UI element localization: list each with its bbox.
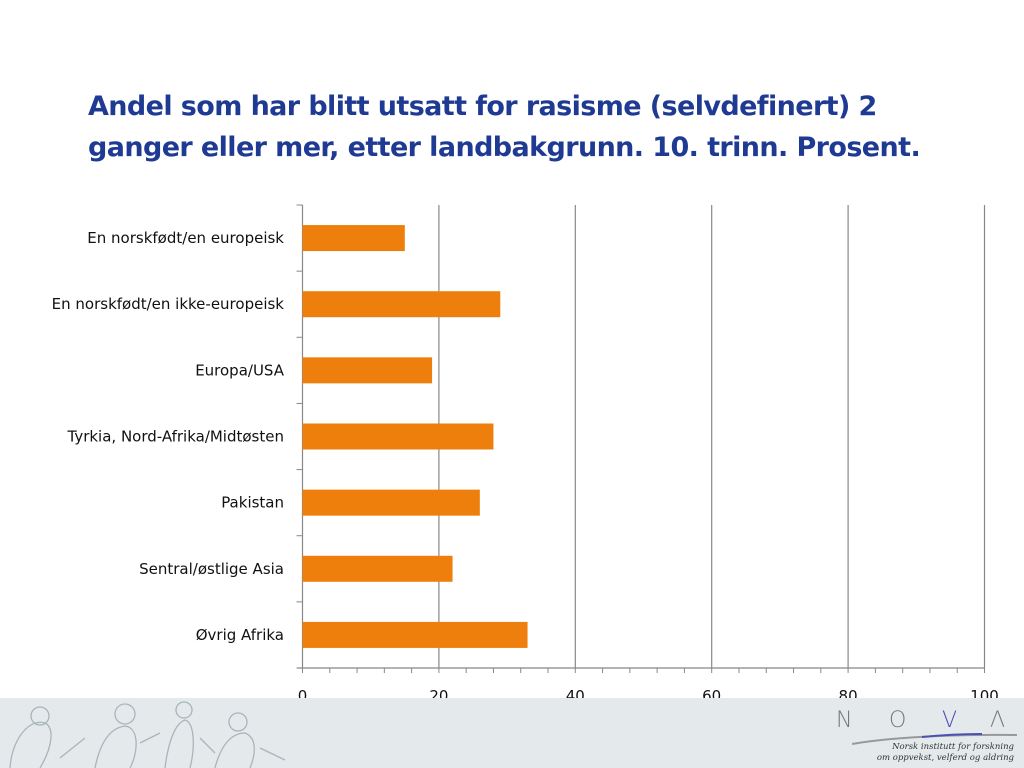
logo-letter: Λ [990,708,1006,733]
logo-letter: O [889,708,907,733]
category-label: En norskfødt/en europeisk [87,229,284,247]
x-tick-label: 0 [298,687,308,700]
x-tick-label: 80 [839,687,858,700]
logo-swoosh [852,733,1018,745]
logo-tagline: om oppvekst, velferd og aldring [876,753,1014,763]
x-tick-label: 100 [970,687,999,700]
x-tick-label: 20 [429,687,448,700]
bar [302,291,501,318]
category-label: En norskfødt/en ikke-europeisk [52,295,285,313]
x-tick-label: 60 [702,687,721,700]
category-label: Europa/USA [195,361,285,379]
chart-title: Andel som har blitt utsatt for rasisme (… [88,91,921,163]
bar [302,357,433,384]
category-label: Øvrig Afrika [196,626,284,644]
bar [302,423,494,450]
logo-letter: N [836,708,853,733]
category-label: Tyrkia, Nord-Afrika/Midtøsten [67,428,285,446]
logo-tagline: Norsk institutt for forskning [892,742,1014,752]
category-label: Sentral/østlige Asia [139,560,284,578]
bar [302,489,480,516]
bar-chart: 0 20 40 60 80 100 En norskfødt/en europeisk En … [52,204,999,700]
footer-banner: N O V Λ Norsk institutt for forskning om… [0,698,1024,768]
bar [302,621,528,648]
bar [302,225,405,252]
logo-letter: V [942,708,958,733]
category-label: Pakistan [221,494,284,512]
nova-logo: N O V Λ Norsk institutt for forskning om… [814,702,1018,764]
classical-figures-illustration [9,701,286,768]
bar [302,555,453,582]
x-tick-label: 40 [566,687,585,700]
